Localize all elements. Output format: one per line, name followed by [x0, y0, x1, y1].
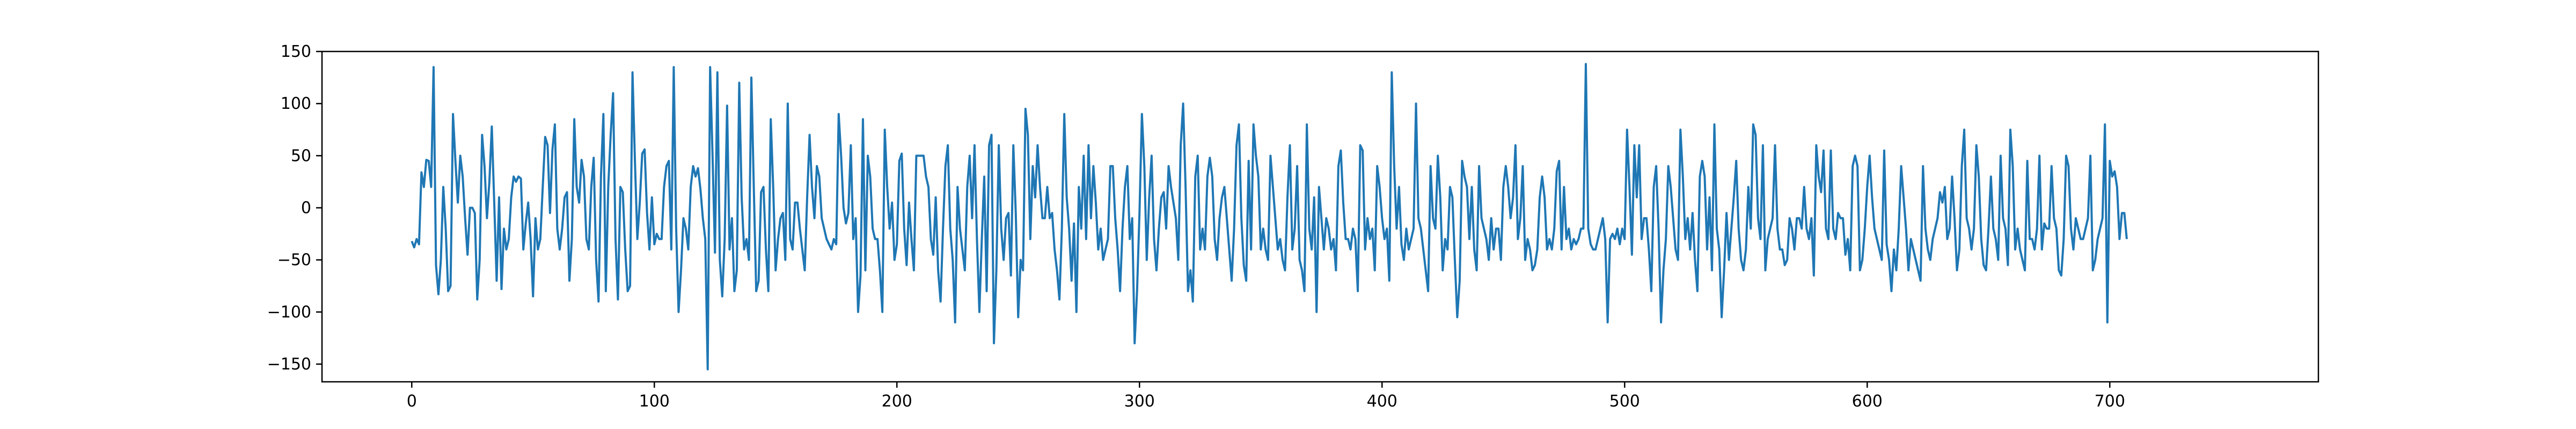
y-axis: 150 100 50 0 −50 −100 −150	[267, 42, 322, 374]
series-line-signal	[411, 63, 2128, 371]
x-tick-label: 500	[1609, 392, 1640, 411]
x-tick-label: 200	[882, 392, 912, 411]
plot-frame	[321, 50, 2319, 383]
x-axis: 0 100 200 300 400 500 600 700	[407, 382, 2125, 411]
y-tick-label: −150	[267, 355, 311, 374]
y-tick-label: 0	[301, 198, 311, 217]
y-tick-label: 50	[291, 146, 311, 165]
plot-area	[411, 63, 2128, 371]
x-tick-label: 400	[1367, 392, 1397, 411]
y-tick-label: −100	[267, 303, 311, 322]
x-tick-label: 0	[407, 392, 417, 411]
y-tick-label: 100	[281, 94, 311, 113]
y-tick-label: −50	[277, 251, 311, 270]
x-tick-label: 100	[639, 392, 670, 411]
x-tick-label: 700	[2095, 392, 2125, 411]
x-tick-label: 300	[1124, 392, 1155, 411]
x-tick-label: 600	[1852, 392, 1883, 411]
y-tick-label: 150	[281, 42, 311, 61]
